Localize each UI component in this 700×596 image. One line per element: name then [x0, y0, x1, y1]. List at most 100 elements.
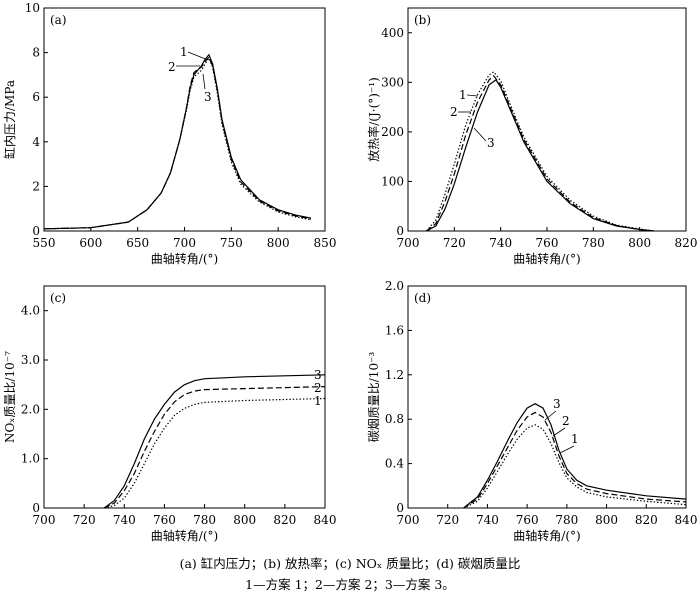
x-tick-label: 840 — [675, 513, 698, 527]
x-tick-label: 700 — [173, 236, 196, 250]
figure-caption-line-2: 1—方案 1；2—方案 2；3—方案 3。 — [245, 577, 455, 592]
x-tick-label: 720 — [73, 513, 96, 527]
panel-tag: (d) — [414, 291, 431, 305]
y-axis-label: 碳烟质量比/10⁻³ — [367, 352, 381, 443]
x-tick-label: 820 — [635, 513, 658, 527]
y-tick-label: 0 — [32, 224, 40, 238]
series-line-1 — [104, 397, 326, 509]
chart-panel-c: 700 720 740 760 780 800 820 840 0 1.0 2.0 3.0 4.0 (c)… — [3, 285, 337, 543]
panel-tag: (a) — [50, 13, 67, 27]
curve-leader-line — [559, 445, 575, 454]
y-tick-label: 2.0 — [21, 402, 40, 416]
x-tick-label: 740 — [113, 513, 136, 527]
x-tick-label: 650 — [126, 236, 149, 250]
x-tick-label: 740 — [476, 513, 499, 527]
curve-label: 3 — [487, 136, 495, 150]
y-tick-label: 0 — [396, 224, 404, 238]
series-line-1 — [43, 53, 312, 230]
y-tick-label: 4.0 — [21, 304, 40, 318]
y-tick-label: 0.4 — [385, 457, 404, 471]
x-tick-label: 800 — [267, 236, 290, 250]
y-tick-label: 1.0 — [21, 452, 40, 466]
y-tick-label: 300 — [381, 75, 404, 89]
x-tick-label: 850 — [314, 236, 337, 250]
x-tick-label: 720 — [443, 236, 466, 250]
plot-frame — [43, 285, 326, 509]
curve-label: 3 — [553, 397, 561, 411]
y-tick-label: 0 — [396, 501, 404, 515]
curve-label: 2 — [314, 381, 322, 395]
curve-label: 3 — [314, 368, 322, 382]
y-tick-label: 0.8 — [385, 412, 404, 426]
y-tick-label: 1.2 — [385, 368, 404, 382]
series-line-1 — [463, 424, 687, 509]
x-tick-label: 720 — [436, 513, 459, 527]
series-line-2 — [426, 75, 654, 232]
curve-label: 2 — [168, 60, 176, 74]
series-line-2 — [103, 386, 326, 509]
series-line-3 — [103, 374, 326, 509]
series-line-2 — [463, 411, 687, 509]
x-tick-label: 550 — [33, 236, 56, 250]
curve-label: 1 — [314, 394, 322, 408]
curve-leader-line — [544, 410, 557, 421]
curve-label: 1 — [180, 45, 188, 59]
x-tick-label: 760 — [536, 236, 559, 250]
y-tick-label: 200 — [381, 125, 404, 139]
y-tick-label: 4 — [32, 135, 40, 149]
x-tick-label: 820 — [273, 513, 296, 527]
x-tick-label: 800 — [628, 236, 651, 250]
x-tick-label: 740 — [489, 236, 512, 250]
y-tick-label: 2 — [32, 179, 40, 193]
chart-panel-b: 700 720 740 760 780 800 820 0 100 200 300 400 (b) 曲轴转… — [366, 7, 698, 266]
y-axis-label: 缸内压力/MPa — [2, 80, 17, 159]
curve-label: 2 — [450, 105, 458, 119]
curve-leader-line — [187, 51, 209, 61]
curve-leader-line — [466, 94, 479, 97]
y-tick-label: 0 — [32, 501, 40, 515]
x-tick-label: 800 — [233, 513, 256, 527]
panel-tag: (b) — [414, 13, 431, 27]
y-tick-label: 100 — [381, 174, 404, 188]
x-axis-label: 曲轴转角/(°) — [151, 528, 218, 543]
x-tick-label: 700 — [397, 236, 420, 250]
x-tick-label: 760 — [516, 513, 539, 527]
chart-panel-a: 550 600 650 700 750 800 850 0 2 4 6 8 10 (a) 曲轴转角/(°) 缸… — [2, 1, 336, 266]
x-tick-label: 820 — [675, 236, 698, 250]
panel-tag: (c) — [50, 291, 66, 305]
y-axis-label: NOₓ质量比/10⁻⁷ — [3, 351, 17, 443]
y-tick-label: 10 — [25, 1, 40, 15]
y-tick-label: 2.0 — [385, 279, 404, 293]
y-tick-label: 3.0 — [21, 353, 40, 367]
curve-label: 3 — [204, 90, 212, 104]
series-line-2 — [43, 55, 312, 230]
figure-caption-line-1: (a) 缸内压力；(b) 放热率；(c) NOₓ 质量比；(d) 碳烟质量比 — [179, 556, 521, 571]
y-axis-label: 放热率/(J·(°)⁻¹) — [366, 77, 381, 162]
x-tick-label: 780 — [582, 236, 605, 250]
x-tick-label: 780 — [193, 513, 216, 527]
curve-label: 1 — [571, 432, 579, 446]
y-tick-label: 400 — [381, 26, 404, 40]
x-tick-label: 700 — [33, 513, 56, 527]
plot-frame — [407, 285, 687, 509]
x-axis-label: 曲轴转角/(°) — [513, 251, 580, 266]
x-axis-label: 曲轴转角/(°) — [513, 528, 580, 543]
x-tick-label: 700 — [397, 513, 420, 527]
curve-leader-line — [473, 127, 487, 142]
x-tick-label: 750 — [220, 236, 243, 250]
curve-leader-line — [552, 427, 566, 437]
y-tick-label: 6 — [32, 90, 40, 104]
x-tick-label: 760 — [153, 513, 176, 527]
x-axis-label: 曲轴转角/(°) — [151, 251, 218, 266]
series-line-3 — [43, 56, 312, 230]
series-line-3 — [463, 403, 687, 509]
curve-leader-line — [202, 73, 206, 90]
x-tick-label: 840 — [314, 513, 337, 527]
x-tick-label: 780 — [555, 513, 578, 527]
x-tick-label: 800 — [595, 513, 618, 527]
chart-panel-d: 700 720 740 760 780 800 820 840 0 0.4 0.8 1.2 1.6 2.0… — [367, 279, 697, 543]
x-tick-label: 600 — [79, 236, 102, 250]
curve-label: 1 — [459, 88, 467, 102]
series-line-3 — [426, 79, 654, 232]
